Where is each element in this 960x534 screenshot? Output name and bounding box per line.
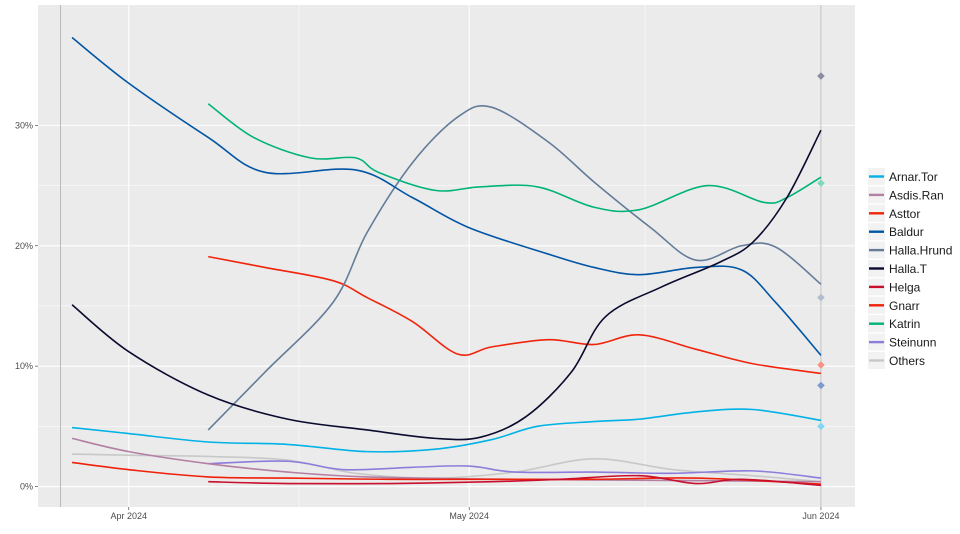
legend-label: Baldur [889, 225, 924, 239]
series-line-steinunn [208, 460, 822, 479]
x-tick-label: Apr 2024 [111, 511, 148, 521]
x-tick-label: May 2024 [449, 511, 489, 521]
legend-label: Arnar.Tor [889, 170, 938, 184]
y-tick-label: 0% [20, 482, 33, 492]
legend-label: Halla.T [889, 262, 928, 276]
x-axis: Apr 2024 May 2024 Jun 2024 [111, 507, 839, 521]
x-tick-label: Jun 2024 [802, 511, 839, 521]
y-tick-label: 10% [15, 361, 33, 371]
y-tick-label: 30% [15, 120, 33, 130]
legend: Arnar.Tor Asdis.Ran Asttor Baldur Halla.Hrun… [862, 158, 954, 369]
result-marker [817, 422, 825, 431]
result-marker [817, 179, 825, 187]
series-line-halla-hrund [207, 104, 822, 431]
series-line-gnarr [71, 461, 821, 485]
result-marker [817, 293, 825, 302]
result-marker [817, 361, 825, 369]
legend-label: Katrin [889, 317, 920, 331]
legend-label: Steinunn [889, 336, 936, 350]
legend-label: Asttor [889, 207, 920, 221]
series-line-helga [208, 474, 822, 487]
series-line-katrin [207, 103, 822, 213]
series-lines [71, 36, 822, 487]
gridlines [38, 5, 855, 507]
result-marker [817, 72, 825, 80]
y-axis: 0% 10% 20% 30% [15, 120, 38, 492]
legend-label: Others [889, 354, 925, 368]
series-line-baldur [71, 36, 822, 356]
legend-label: Helga [889, 280, 921, 294]
series-line-asttor [208, 255, 822, 375]
y-tick-label: 20% [15, 241, 33, 251]
legend-label: Halla.Hrund [889, 244, 952, 258]
result-markers [817, 72, 825, 431]
result-marker [817, 381, 825, 390]
legend-label: Asdis.Ran [889, 188, 944, 202]
series-line-arnar-tor [71, 408, 822, 453]
series-line-asdis-ran [71, 437, 821, 483]
legend-label: Gnarr [889, 299, 920, 313]
series-line-halla-t [71, 129, 822, 441]
